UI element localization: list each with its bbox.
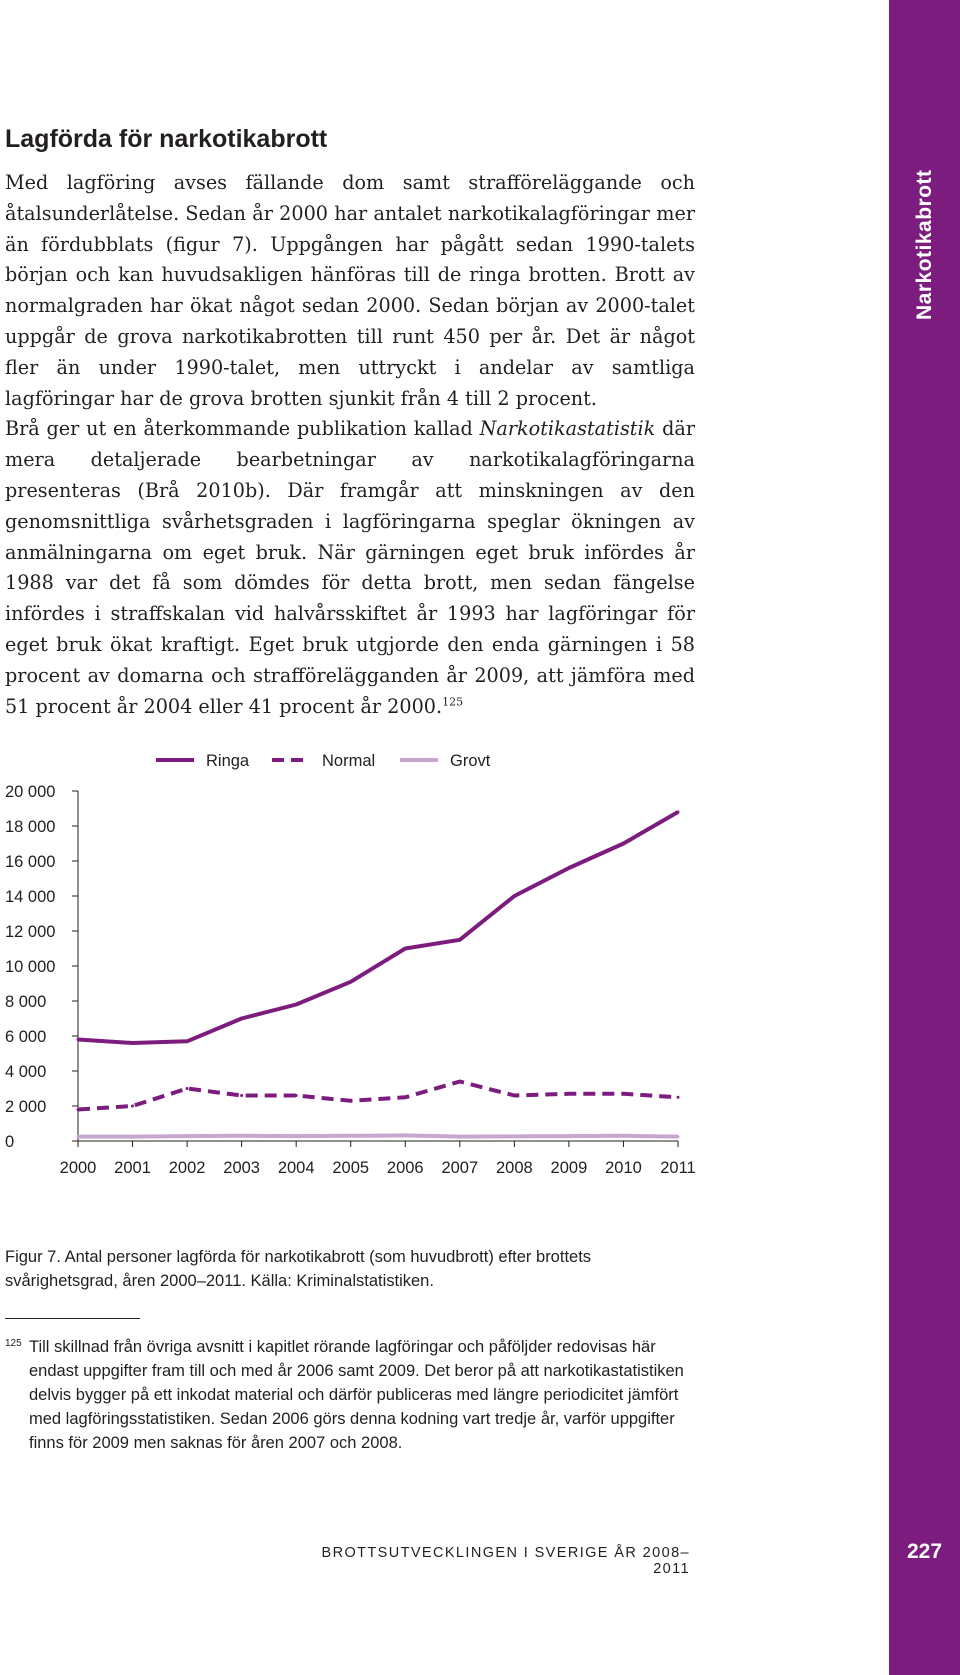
data-point-grovt bbox=[458, 1135, 462, 1139]
data-point-ringa bbox=[131, 1041, 135, 1045]
footnote-number: 125 bbox=[5, 1338, 22, 1349]
x-tick-label: 2005 bbox=[332, 1159, 369, 1177]
x-tick-label: 2008 bbox=[496, 1159, 533, 1177]
y-tick-label: 2 000 bbox=[5, 1098, 46, 1116]
data-point-ringa bbox=[621, 842, 625, 845]
side-tab bbox=[889, 0, 960, 1675]
series-line-ringa bbox=[77, 810, 680, 1045]
figure-caption: Figur 7. Antal personer lagförda för nar… bbox=[5, 1248, 592, 1290]
data-point-grovt bbox=[567, 1134, 571, 1138]
body-text: Med lagföring avses fällande dom samt st… bbox=[5, 168, 695, 722]
x-tick-label: 2000 bbox=[60, 1159, 97, 1177]
paragraph-2-start: Brå ger ut en återkommande publikation k… bbox=[5, 417, 480, 441]
data-point-ringa bbox=[458, 938, 462, 942]
y-tick-label: 14 000 bbox=[5, 888, 55, 906]
series-line-normal bbox=[77, 1079, 679, 1112]
x-tick-label: 2006 bbox=[387, 1159, 424, 1177]
data-point-grovt bbox=[185, 1134, 189, 1138]
data-point-normal bbox=[131, 1104, 135, 1108]
series-line-grovt bbox=[78, 1133, 679, 1139]
x-tick-label: 2011 bbox=[660, 1159, 695, 1177]
data-point-grovt bbox=[512, 1134, 516, 1138]
section-heading: Lagförda för narkotikabrott bbox=[5, 125, 328, 153]
y-tick-label: 8 000 bbox=[5, 993, 46, 1011]
data-point-normal bbox=[185, 1087, 189, 1090]
data-point-ringa bbox=[567, 866, 571, 870]
data-point-ringa bbox=[512, 894, 516, 898]
y-tick-label: 18 000 bbox=[5, 818, 55, 836]
data-point-ringa bbox=[185, 1039, 189, 1043]
data-point-grovt bbox=[240, 1134, 244, 1138]
paragraph-1: Med lagföring avses fällande dom samt st… bbox=[5, 171, 695, 410]
side-tab-label: Narkotikabrott bbox=[913, 169, 936, 320]
footnote-text: Till skillnad från övriga avsnitt i kapi… bbox=[29, 1338, 684, 1452]
legend-label-grovt: Grovt bbox=[450, 752, 491, 770]
paragraph-2: Brå ger ut en återkommande publikation k… bbox=[5, 414, 695, 722]
line-chart: 0 2 000 4 000 6 000 8 000 10 000 12 000 14 000 1… bbox=[5, 752, 696, 1177]
data-point-grovt bbox=[131, 1135, 135, 1139]
running-footer: BROTTSUTVECKLINGEN I SVERIGE ÅR 2008–201… bbox=[321, 1545, 690, 1577]
data-point-grovt bbox=[621, 1134, 625, 1138]
paragraph-2-rest: där mera detaljerade bearbetningar av na… bbox=[5, 417, 695, 718]
y-tick-label: 16 000 bbox=[5, 853, 55, 871]
data-point-normal bbox=[676, 1095, 680, 1099]
footnote-reference: 125 bbox=[442, 695, 464, 709]
data-point-normal bbox=[621, 1092, 625, 1096]
data-point-grovt bbox=[403, 1133, 407, 1137]
legend-label-normal: Normal bbox=[322, 752, 375, 770]
footnote-rule bbox=[5, 1318, 140, 1319]
x-tick-label: 2003 bbox=[223, 1159, 260, 1177]
data-point-normal bbox=[512, 1094, 516, 1097]
data-point-normal bbox=[567, 1092, 571, 1096]
footnote: 125 Till skillnad från övriga avsnitt i … bbox=[5, 1335, 695, 1455]
y-tick-label: 12 000 bbox=[5, 923, 55, 941]
y-tick-label: 20 000 bbox=[5, 783, 55, 801]
x-tick-label: 2007 bbox=[441, 1159, 478, 1177]
data-point-ringa bbox=[76, 1038, 80, 1041]
data-point-ringa bbox=[676, 810, 680, 814]
data-point-grovt bbox=[76, 1135, 80, 1139]
x-tick-label: 2009 bbox=[551, 1159, 588, 1177]
data-point-normal bbox=[458, 1080, 462, 1083]
page-number: 227 bbox=[906, 1540, 943, 1563]
data-point-ringa bbox=[240, 1017, 244, 1020]
x-tick-label: 2002 bbox=[169, 1159, 206, 1177]
data-point-normal bbox=[294, 1094, 298, 1097]
y-tick-label: 6 000 bbox=[5, 1028, 46, 1046]
data-point-ringa bbox=[349, 980, 353, 984]
legend-label-ringa: Ringa bbox=[206, 752, 250, 770]
data-point-normal bbox=[349, 1099, 353, 1103]
data-point-normal bbox=[240, 1094, 244, 1097]
x-tick-label: 2001 bbox=[114, 1159, 151, 1177]
data-point-grovt bbox=[676, 1135, 680, 1139]
y-tick-label: 10 000 bbox=[5, 958, 55, 976]
data-point-grovt bbox=[294, 1134, 298, 1138]
data-point-normal bbox=[403, 1095, 407, 1099]
y-tick-label: 0 bbox=[5, 1133, 14, 1151]
data-point-ringa bbox=[403, 947, 407, 950]
data-point-ringa bbox=[294, 1003, 298, 1006]
side-tab-title: Narkotikabrott bbox=[905, 140, 945, 320]
publication-title: Narkotikastatistik bbox=[479, 417, 656, 441]
y-tick-label: 4 000 bbox=[5, 1063, 46, 1081]
data-point-grovt bbox=[349, 1134, 353, 1138]
data-point-normal bbox=[76, 1108, 80, 1111]
x-tick-label: 2004 bbox=[278, 1159, 315, 1177]
x-tick-label: 2010 bbox=[605, 1159, 642, 1177]
